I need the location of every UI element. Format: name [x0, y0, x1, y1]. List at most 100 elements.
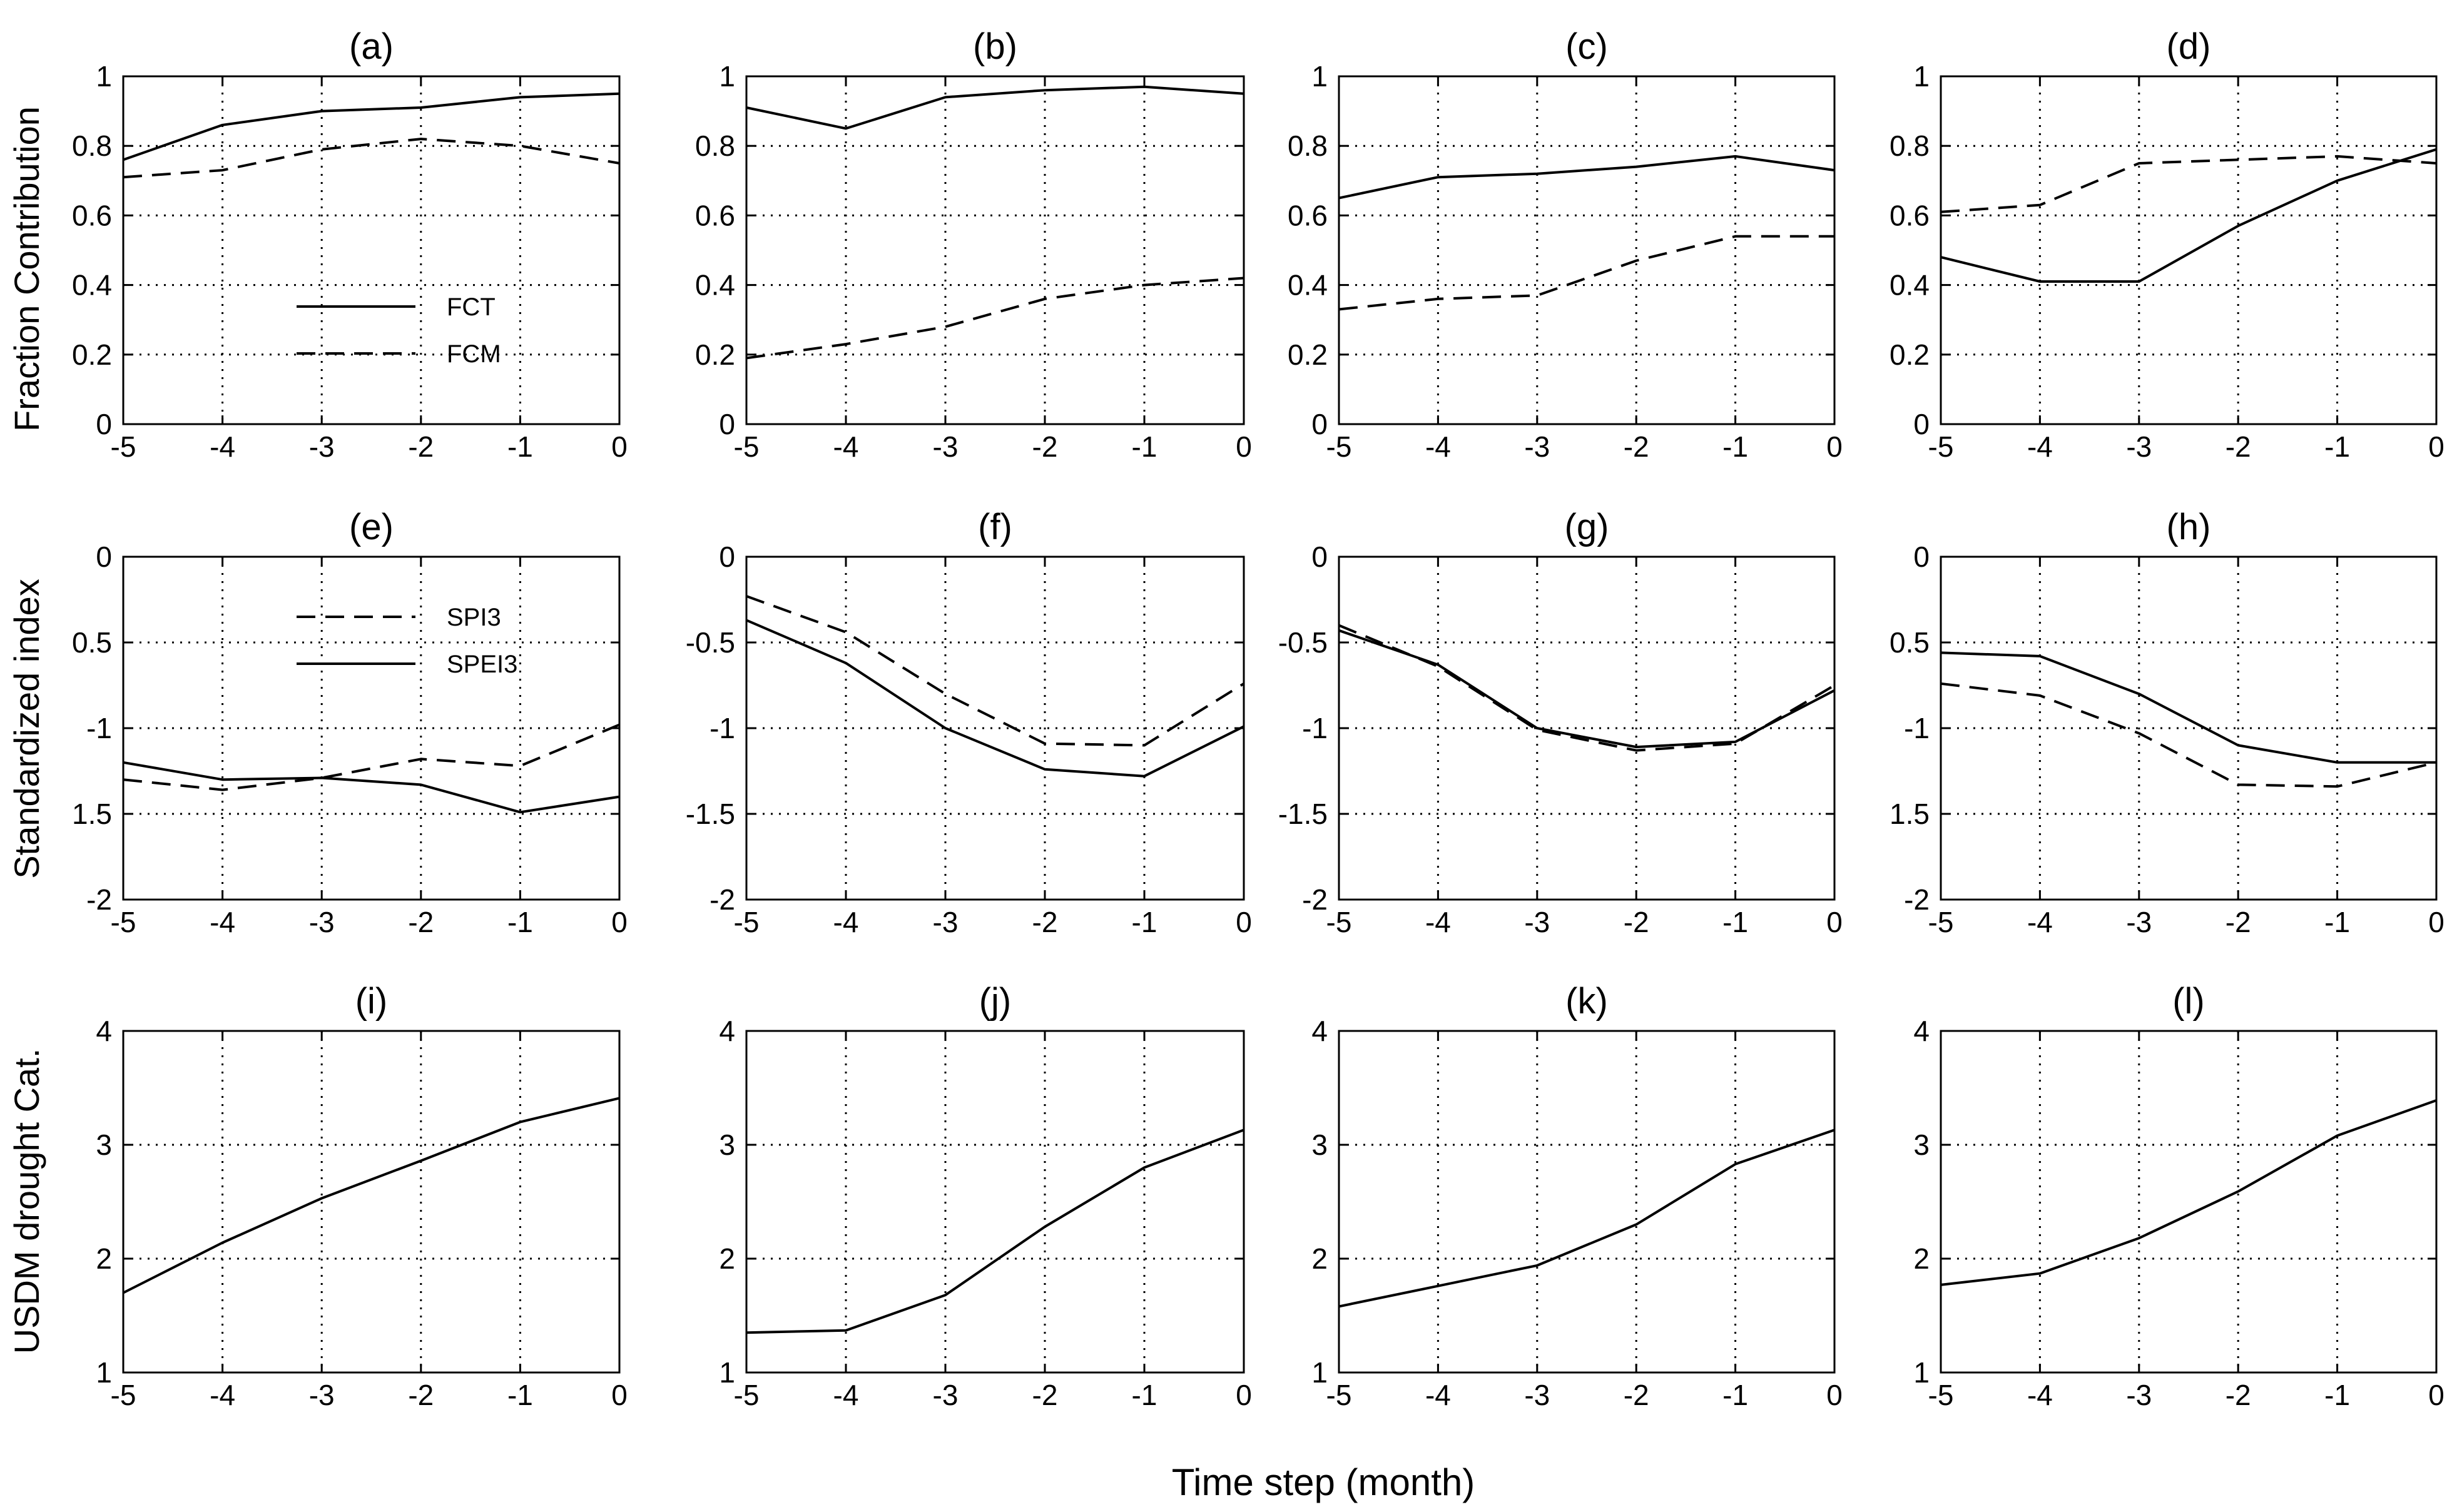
panel-g-xtick-label: -1: [1722, 906, 1748, 938]
panel-l-xtick-label: -3: [2126, 1379, 2152, 1411]
panel-h-ytick-label: -1: [1904, 712, 1930, 744]
panel-g-xtick-label: -5: [1326, 906, 1352, 938]
panel-l-xtick-label: -1: [2324, 1379, 2350, 1411]
panel-f: -5 -4 -3 -2 -1 0 -2 -1.5 -1 -0.5 0 (f): [686, 507, 1252, 938]
panel-c-xtick-label: -2: [1624, 430, 1649, 463]
panel-k-xtick-label: -3: [1524, 1379, 1550, 1411]
panel-i-ytick-label: 4: [96, 1015, 112, 1047]
x-axis-label: Time step (month): [1172, 1461, 1475, 1503]
panel-d-axes-frame: [1940, 75, 2438, 425]
panel-i-xtick-label: -5: [111, 1379, 136, 1411]
row-ylabel-usdm-drought-cat: USDM drought Cat.: [7, 1048, 46, 1354]
panel-b-ytick-label: 1: [719, 60, 735, 93]
panel-b-xtick-label: -1: [1132, 430, 1157, 463]
panel-e-title: (e): [349, 507, 394, 547]
panel-d-xtick-label: -2: [2226, 430, 2251, 463]
panel-a-series-fct: [123, 92, 620, 161]
panel-j-series-usdm: [746, 1129, 1244, 1334]
panel-c-xtick-label: 0: [1826, 430, 1843, 463]
panel-h-series-spei3: [1940, 651, 2436, 764]
panel-a-series-fcm: [123, 138, 620, 179]
panel-a-xtick-label: -3: [309, 430, 335, 463]
panel-g-ytick-label: -1.5: [1278, 798, 1328, 830]
panels-group: -5 -4 -3 -2 -1 0 0 0.2 0.4 0.6 0.8 1 (a) FCT FCM -5 -4 -3…: [72, 26, 2444, 1411]
panel-l-title: (l): [2172, 981, 2205, 1022]
panel-a-xtick-label: -4: [210, 430, 235, 463]
panel-b-xtick-label: 0: [1236, 430, 1252, 463]
panel-k-ytick-label: 2: [1311, 1242, 1328, 1275]
panel-l: -5 -4 -3 -2 -1 0 1 2 3 4 (l): [1913, 981, 2444, 1411]
panel-h-ytick-label: 0.5: [1890, 626, 1930, 659]
panel-e-xtick-label: -5: [111, 906, 136, 938]
panel-k-xtick-label: -1: [1722, 1379, 1748, 1411]
panel-c-title: (c): [1565, 26, 1608, 67]
panel-g: -5 -4 -3 -2 -1 0 -2 -1.5 -1 -0.5 0 (g): [1278, 507, 1843, 938]
panel-a-ytick-label: 0.2: [72, 338, 112, 371]
panel-k-series-usdm: [1338, 1129, 1835, 1308]
panel-j-xtick-label: -4: [833, 1379, 859, 1411]
panel-g-ytick-label: -0.5: [1278, 626, 1328, 659]
panel-k-xtick-label: -2: [1624, 1379, 1649, 1411]
panel-e-ytick-label: 0.5: [72, 626, 112, 659]
panel-f-title: (f): [978, 507, 1012, 547]
panel-b: -5 -4 -3 -2 -1 0 0 0.2 0.4 0.6 0.8 1 (b): [695, 26, 1252, 463]
panel-j-xtick-label: -2: [1032, 1379, 1058, 1411]
panel-l-axes-frame: [1940, 1030, 2438, 1374]
panel-h: -5 -4 -3 -2 -1 0 -2 1.5 -1 0.5 0 (h): [1890, 507, 2444, 938]
row-ylabel-standardized-index: Standardized index: [7, 579, 46, 878]
panel-f-ytick-label: -2: [710, 883, 735, 916]
panel-a-ytick-label: 0.4: [72, 269, 112, 302]
panel-a: -5 -4 -3 -2 -1 0 0 0.2 0.4 0.6 0.8 1 (a) FCT FCM: [72, 26, 628, 463]
panel-l-xtick-label: -5: [1928, 1379, 1954, 1411]
panel-a-ytick-label: 0.8: [72, 129, 112, 162]
panel-e: -5 -4 -3 -2 -1 0 -2 1.5 -1 0.5 0 (e) SPI3 SPEI3: [72, 507, 628, 938]
panel-e-ytick-label: -1: [86, 712, 112, 744]
panel-d-ytick-label: 0.4: [1890, 269, 1930, 302]
panel-d-xtick-label: -4: [2027, 430, 2053, 463]
panel-a-xtick-label: -2: [408, 430, 434, 463]
panel-k-title: (k): [1565, 981, 1608, 1022]
panel-l-ytick-label: 3: [1913, 1129, 1930, 1161]
panel-h-series-spi3: [1940, 682, 2437, 788]
panel-d-xtick-label: -3: [2126, 430, 2152, 463]
panel-b-ytick-label: 0.4: [695, 269, 735, 302]
panel-b-ytick-label: 0.2: [695, 338, 735, 371]
panel-a-axes-frame: [122, 75, 621, 425]
row-ylabel-fraction-contribution: Fraction Contribution: [7, 106, 46, 432]
panel-h-xtick-label: -5: [1928, 906, 1954, 938]
panel-i-xtick-label: 0: [611, 1379, 628, 1411]
panel-f-xtick-label: -4: [833, 906, 859, 938]
panel-c-xtick-label: -1: [1722, 430, 1748, 463]
panel-j-ytick-label: 3: [719, 1129, 735, 1161]
panel-k: -5 -4 -3 -2 -1 0 1 2 3 4 (k): [1311, 981, 1842, 1411]
panel-g-xtick-label: -4: [1425, 906, 1451, 938]
panel-k-axes-frame: [1338, 1030, 1836, 1374]
panel-g-xtick-label: 0: [1826, 906, 1843, 938]
panel-a-title: (a): [349, 26, 394, 67]
panel-h-xtick-label: -4: [2027, 906, 2053, 938]
panel-d-title: (d): [2167, 26, 2211, 67]
panel-d: -5 -4 -3 -2 -1 0 0 0.2 0.4 0.6 0.8 1 (d): [1890, 26, 2444, 463]
panel-g-series-spei3: [1338, 629, 1835, 749]
panel-j-title: (j): [979, 981, 1012, 1022]
panel-a-ytick-label: 1: [96, 60, 112, 93]
panel-h-ytick-label: 1.5: [1890, 798, 1930, 830]
panel-l-ytick-label: 4: [1913, 1015, 1930, 1047]
panel-g-title: (g): [1565, 507, 1609, 547]
panel-i-ytick-label: 2: [96, 1242, 112, 1275]
panel-f-ytick-label: -0.5: [686, 626, 735, 659]
panel-e-xtick-label: -2: [408, 906, 434, 938]
panel-i-xtick-label: -3: [309, 1379, 335, 1411]
panel-k-ytick-label: 1: [1311, 1356, 1328, 1389]
panel-j-xtick-label: -5: [734, 1379, 760, 1411]
panel-h-xtick-label: -2: [2226, 906, 2251, 938]
panel-l-ytick-label: 1: [1913, 1356, 1930, 1389]
panel-e-series-spei3: [123, 761, 620, 814]
panel-b-xtick-label: -3: [933, 430, 959, 463]
panel-b-xtick-label: -2: [1032, 430, 1058, 463]
panel-l-xtick-label: -4: [2027, 1379, 2053, 1411]
panel-g-xtick-label: -2: [1624, 906, 1649, 938]
panel-e-xtick-label: -3: [309, 906, 335, 938]
